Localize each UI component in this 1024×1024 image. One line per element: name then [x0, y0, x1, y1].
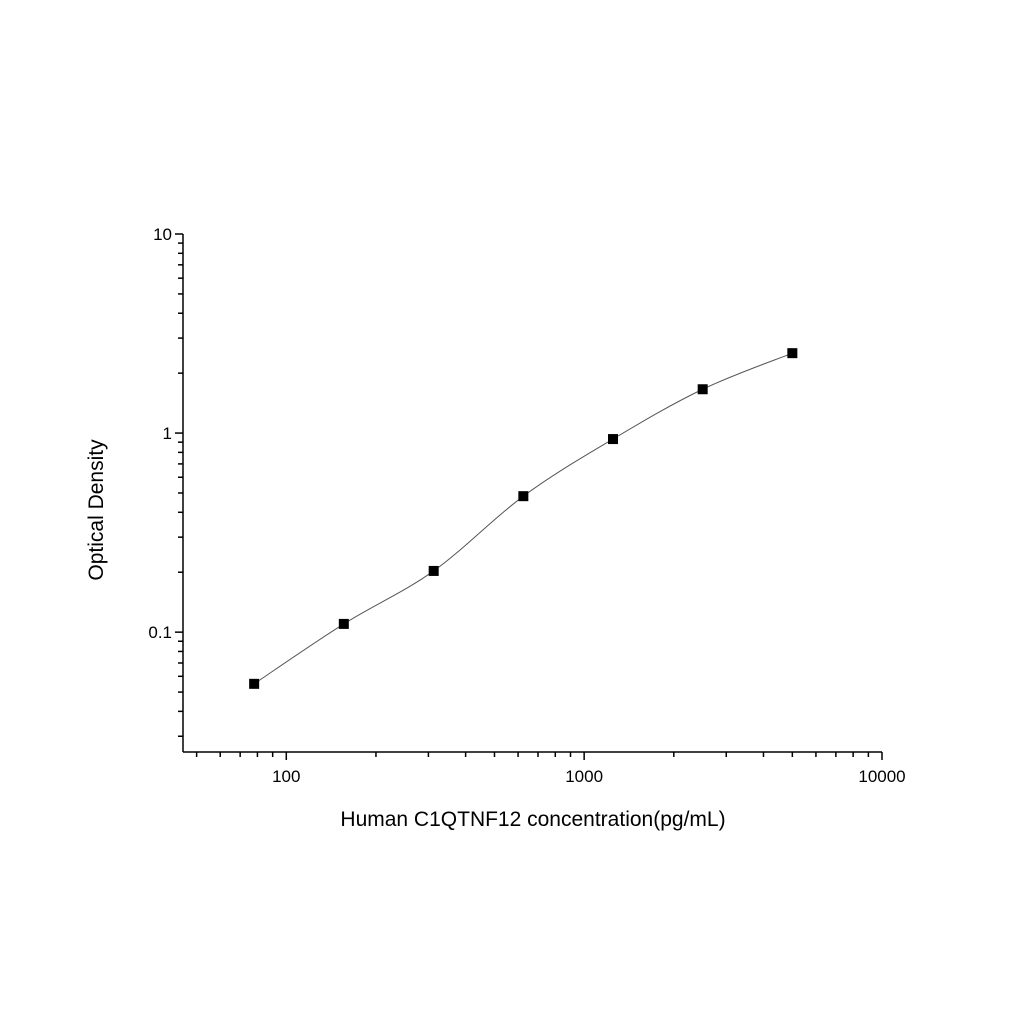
data-points [249, 348, 798, 689]
y-tick-label: 10 [153, 225, 172, 244]
data-point [249, 678, 260, 689]
y-tick-labels: 0.1 1 10 [148, 225, 172, 642]
data-point [787, 348, 798, 359]
x-tick-label: 10000 [858, 767, 905, 786]
x-tick-labels: 100 1000 10000 [272, 767, 906, 786]
fit-curve [253, 352, 793, 685]
x-tick-label: 1000 [565, 767, 603, 786]
data-point [608, 434, 619, 445]
data-point [428, 565, 439, 576]
x-tick-label: 100 [272, 767, 300, 786]
y-tick-label: 1 [163, 424, 172, 443]
data-point [518, 491, 529, 502]
y-axis-title: Optical Density [85, 439, 108, 581]
data-point [338, 618, 349, 629]
x-axis-title: Human C1QTNF12 concentration(pg/mL) [340, 808, 725, 831]
data-point [697, 384, 708, 395]
y-tick-label: 0.1 [148, 623, 172, 642]
axes [175, 233, 883, 760]
